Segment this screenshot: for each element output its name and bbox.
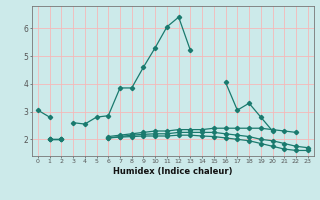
- X-axis label: Humidex (Indice chaleur): Humidex (Indice chaleur): [113, 167, 233, 176]
